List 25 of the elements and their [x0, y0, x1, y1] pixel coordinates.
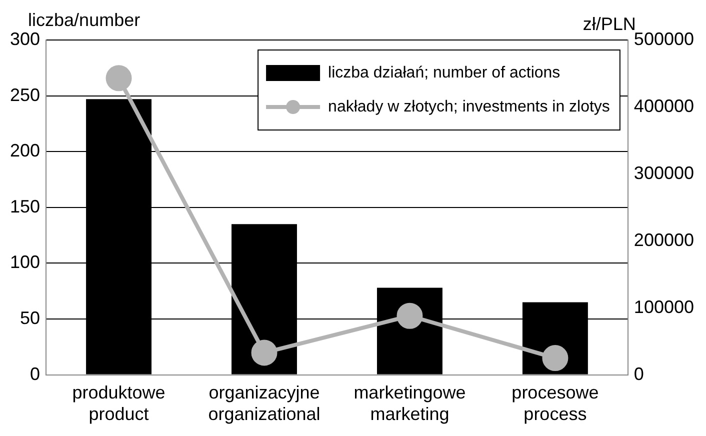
point: [542, 345, 568, 372]
y2-tick-label: 0: [634, 364, 644, 384]
y-tick-label: 0: [30, 364, 40, 384]
y2-tick-label: 400000: [634, 96, 694, 116]
y2-tick-label: 300000: [634, 162, 694, 183]
y-tick-label: 250: [10, 84, 40, 105]
y2-tick-label: 200000: [634, 230, 694, 250]
x-tick-label: marketingowe marketing: [354, 382, 466, 424]
y-tick-label: 100: [10, 252, 40, 272]
x-tick-label: produktowe product: [72, 382, 166, 424]
legend-label: liczba działań; number of actions: [328, 64, 560, 82]
x-tick-label: procesowe process: [512, 382, 599, 424]
y2-tick-label: 100000: [634, 296, 694, 317]
y-tick-label: 150: [10, 196, 40, 216]
y2-axis-title: zł/PLN: [582, 14, 636, 34]
y-tick-label: 200: [10, 140, 40, 161]
y-tick-label: 50: [20, 308, 40, 328]
point: [106, 65, 132, 92]
y-tick-label: 300: [10, 28, 40, 49]
point: [251, 340, 278, 366]
x-tick-label: organizacyjne organizational: [208, 382, 320, 424]
legend-label: nakłady w złotych; investments in zlotys: [328, 98, 610, 116]
point: [396, 302, 423, 329]
y-axis-title: liczba/number: [28, 10, 140, 30]
y2-tick-label: 500000: [634, 28, 694, 49]
